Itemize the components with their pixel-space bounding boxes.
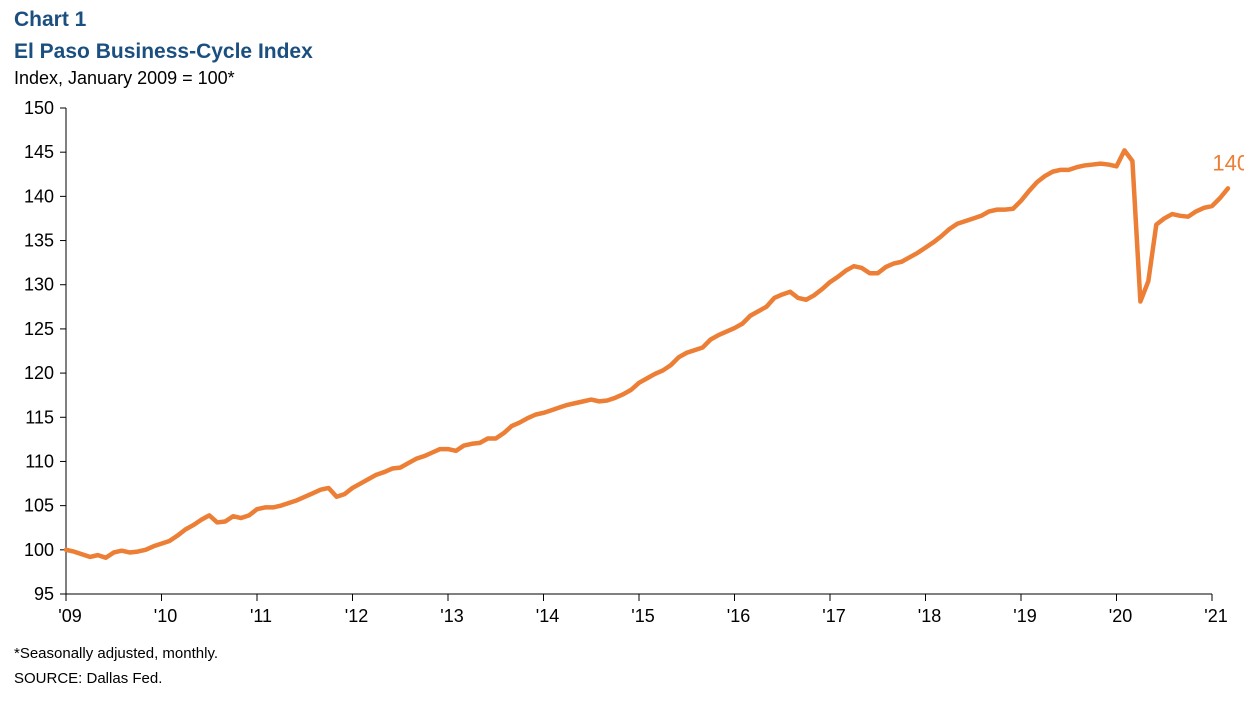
chart-subtitle: Index, January 2009 = 100* xyxy=(14,68,235,88)
y-tick-label: 115 xyxy=(25,407,54,427)
y-tick-label: 145 xyxy=(24,142,54,162)
y-tick-label: 110 xyxy=(25,451,54,471)
chart-title: El Paso Business-Cycle Index xyxy=(14,40,313,63)
y-tick-label: 130 xyxy=(24,275,54,295)
x-tick-label: '09 xyxy=(58,606,81,626)
last-value-label: 140.9 xyxy=(1212,150,1244,175)
y-tick-label: 105 xyxy=(24,496,54,516)
source-note: SOURCE: Dallas Fed. xyxy=(14,670,163,687)
x-tick-label: '10 xyxy=(154,606,177,626)
footnote: *Seasonally adjusted, monthly. xyxy=(14,645,219,662)
chart-number: Chart 1 xyxy=(14,8,87,31)
y-tick-label: 100 xyxy=(24,540,54,560)
x-tick-label: '11 xyxy=(250,606,272,626)
series-line xyxy=(63,148,1231,561)
x-tick-label: '20 xyxy=(1109,606,1132,626)
y-tick-label: 140 xyxy=(24,186,54,206)
x-tick-label: '17 xyxy=(822,606,845,626)
y-tick-label: 125 xyxy=(24,319,54,339)
x-tick-label: '21 xyxy=(1204,606,1227,626)
y-tick-label: 95 xyxy=(34,584,54,604)
x-tick-label: '15 xyxy=(631,606,654,626)
x-tick-label: '13 xyxy=(440,606,463,626)
x-tick-label: '18 xyxy=(918,606,941,626)
x-tick-label: '16 xyxy=(727,606,750,626)
y-tick-label: 135 xyxy=(24,231,54,251)
y-tick-label: 120 xyxy=(24,363,54,383)
x-tick-label: '12 xyxy=(345,606,368,626)
x-tick-label: '19 xyxy=(1013,606,1036,626)
x-tick-label: '14 xyxy=(536,606,559,626)
y-tick-label: 150 xyxy=(24,98,54,118)
